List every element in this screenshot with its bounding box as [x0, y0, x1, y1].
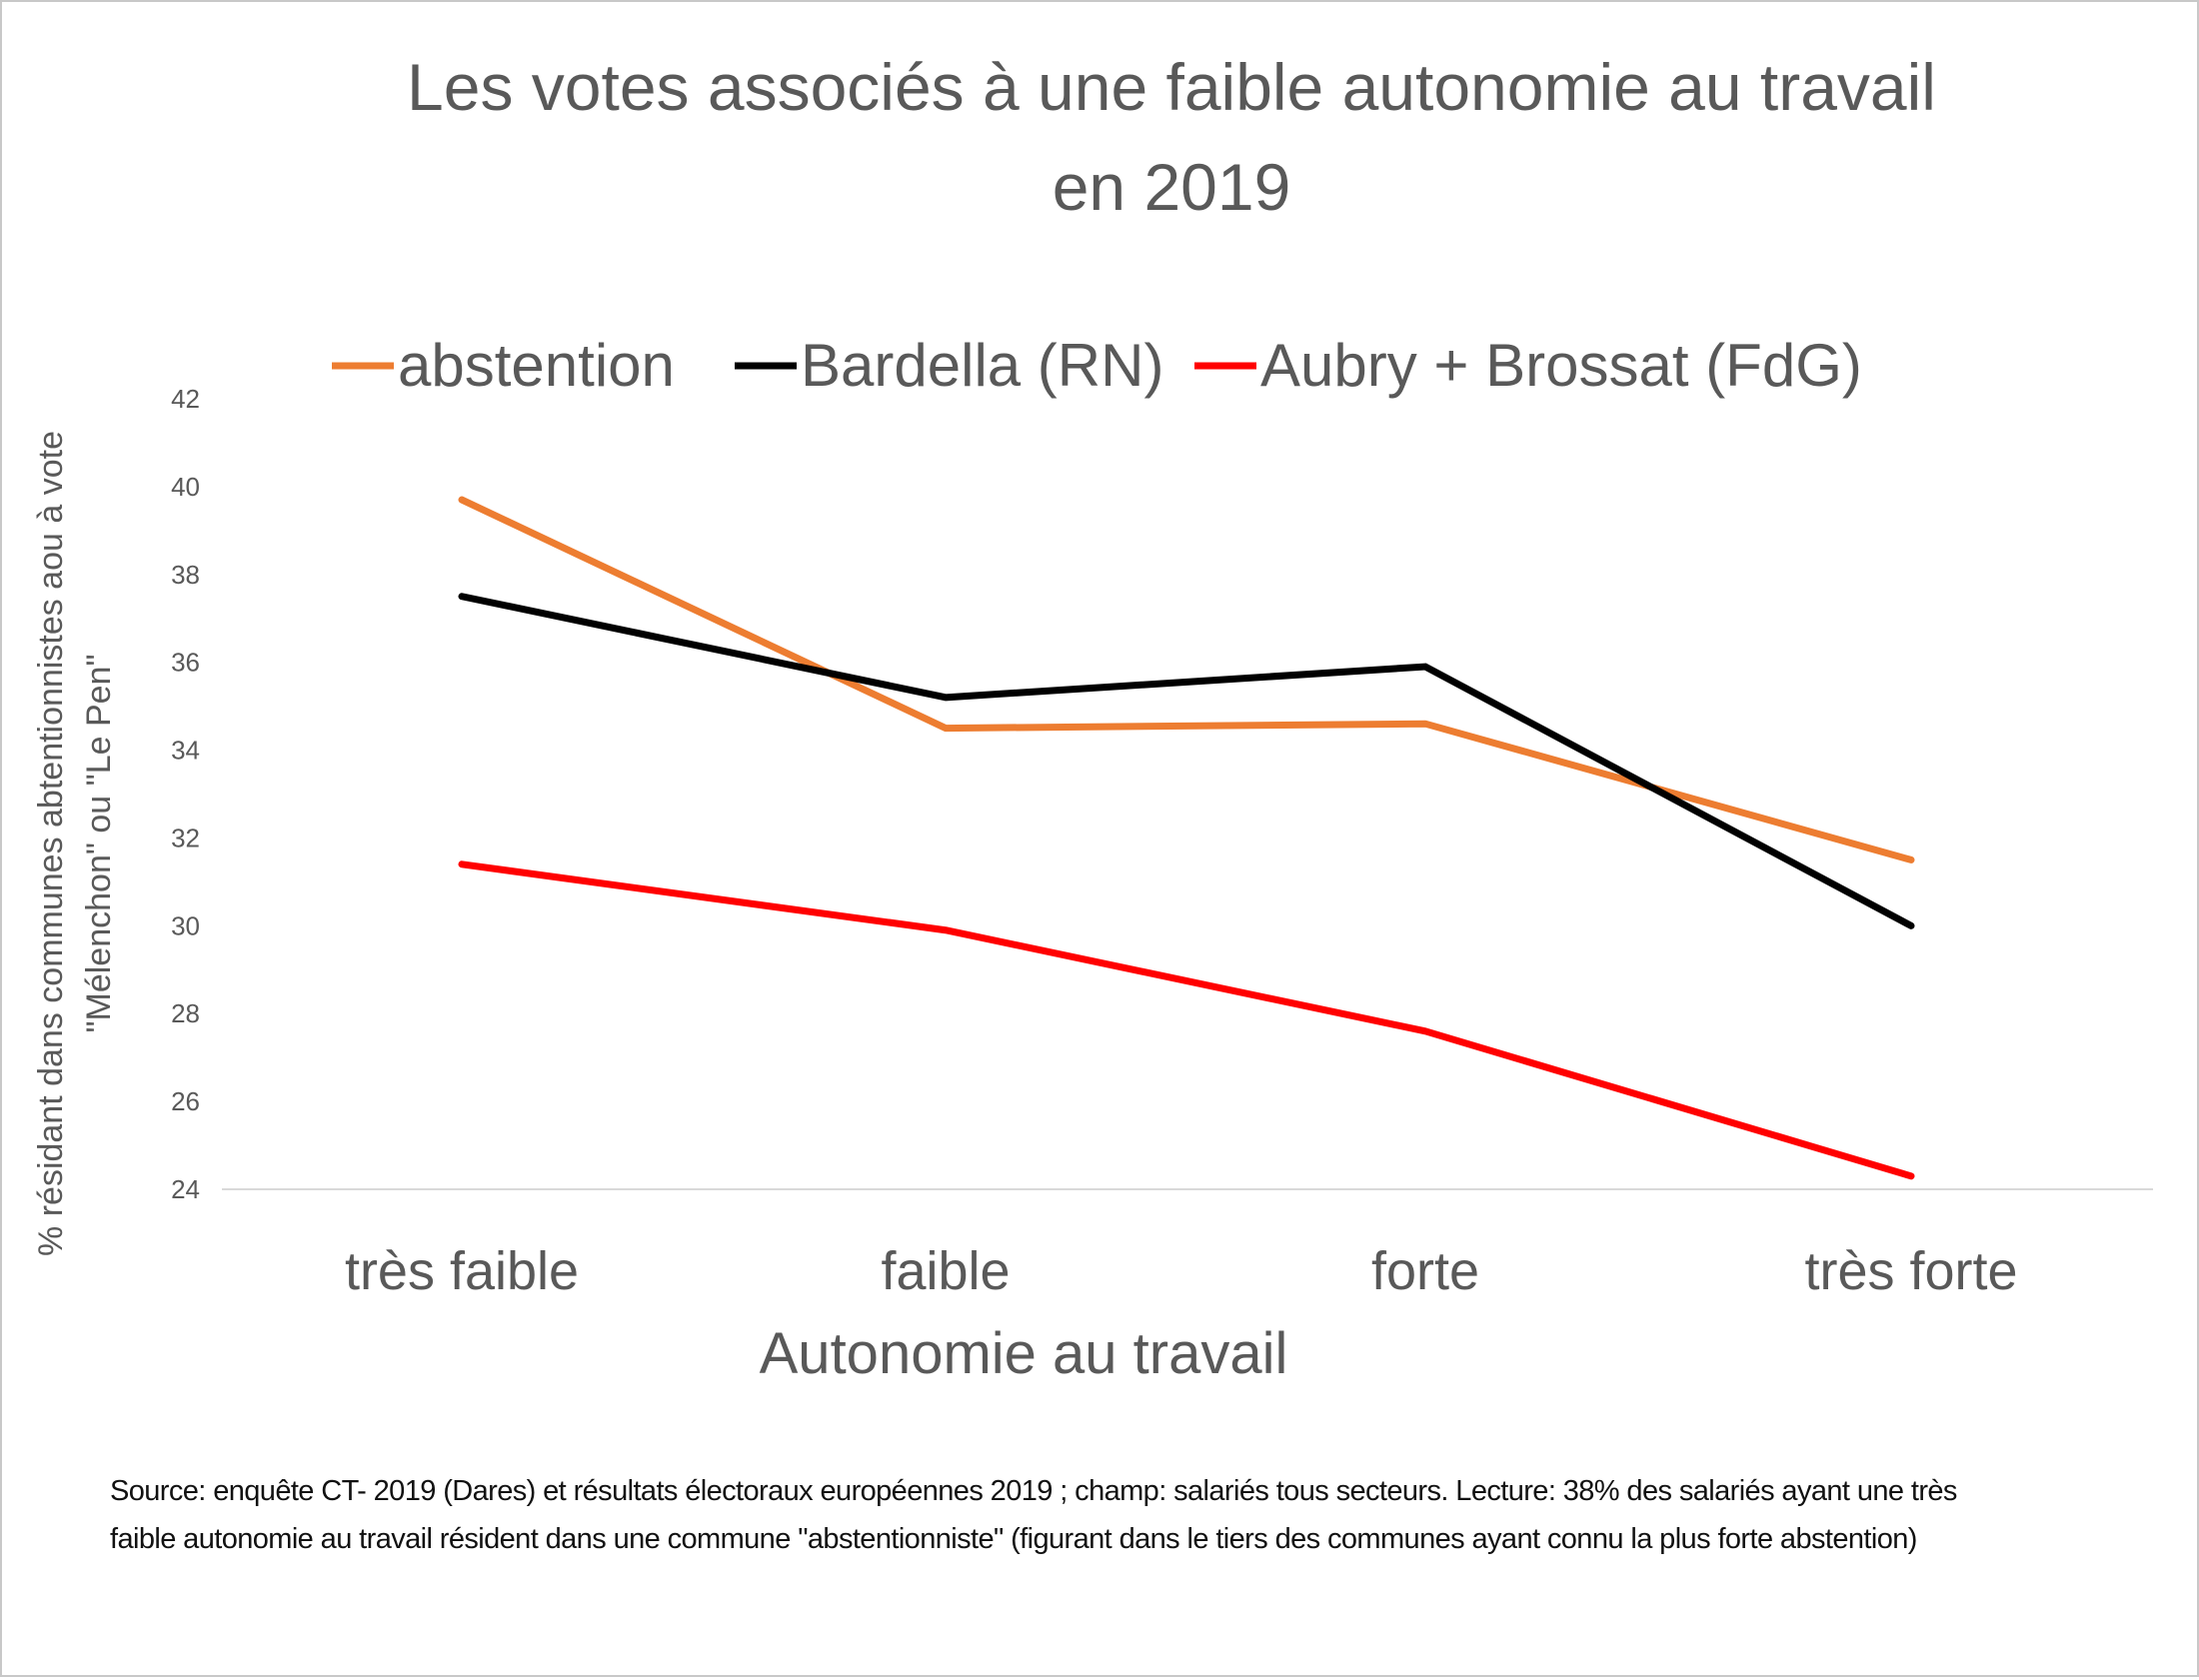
series-lines	[458, 496, 1915, 1180]
chart-title-line-2: en 2019	[1053, 150, 1291, 224]
y-axis-title-line-2: "Mélenchon" ou "Le Pen"	[80, 654, 118, 1032]
x-tick-label: faible	[881, 1241, 1010, 1301]
y-tick-label: 38	[171, 560, 200, 590]
y-axis-title: % résidant dans communes abtentionnistes…	[32, 431, 118, 1256]
y-tick-label: 40	[171, 472, 200, 502]
series-line-bardella-rn	[458, 593, 1915, 929]
legend-label-bardella: Bardella (RN)	[801, 332, 1163, 399]
y-axis-ticks: 24 26 28 30 32 34 36 38 40 42	[171, 384, 200, 1204]
series-line-aubry-brossat-fdg	[458, 860, 1915, 1180]
y-tick-label: 34	[171, 736, 200, 766]
source-note: Source: enquête CT- 2019 (Dares) et résu…	[110, 1467, 2169, 1563]
legend: abstention Bardella (RN) Aubry + Brossat…	[332, 332, 1862, 399]
x-tick-label: forte	[1371, 1241, 1479, 1301]
y-tick-label: 28	[171, 998, 200, 1028]
y-axis-title-line-1: % résidant dans communes abtentionnistes…	[32, 431, 70, 1256]
x-axis-ticks: très faible faible forte très forte	[345, 1241, 2018, 1301]
chart-title-line-1: Les votes associés à une faible autonomi…	[407, 50, 1936, 124]
x-tick-label: très forte	[1804, 1241, 2017, 1301]
source-note-line-2: faible autonomie au travail résident dan…	[110, 1523, 1917, 1555]
y-tick-label: 42	[171, 384, 200, 414]
legend-label-aubry-brossat: Aubry + Brossat (FdG)	[1260, 332, 1862, 399]
x-tick-label: très faible	[345, 1241, 579, 1301]
source-note-line-1: Source: enquête CT- 2019 (Dares) et résu…	[110, 1475, 1957, 1507]
y-tick-label: 26	[171, 1086, 200, 1116]
y-tick-label: 32	[171, 823, 200, 852]
y-tick-label: 24	[171, 1174, 200, 1204]
y-tick-label: 36	[171, 648, 200, 678]
series-line-abstention	[458, 496, 1915, 863]
legend-label-abstention: abstention	[398, 332, 675, 399]
x-axis-title: Autonomie au travail	[760, 1321, 1288, 1386]
y-tick-label: 30	[171, 910, 200, 940]
